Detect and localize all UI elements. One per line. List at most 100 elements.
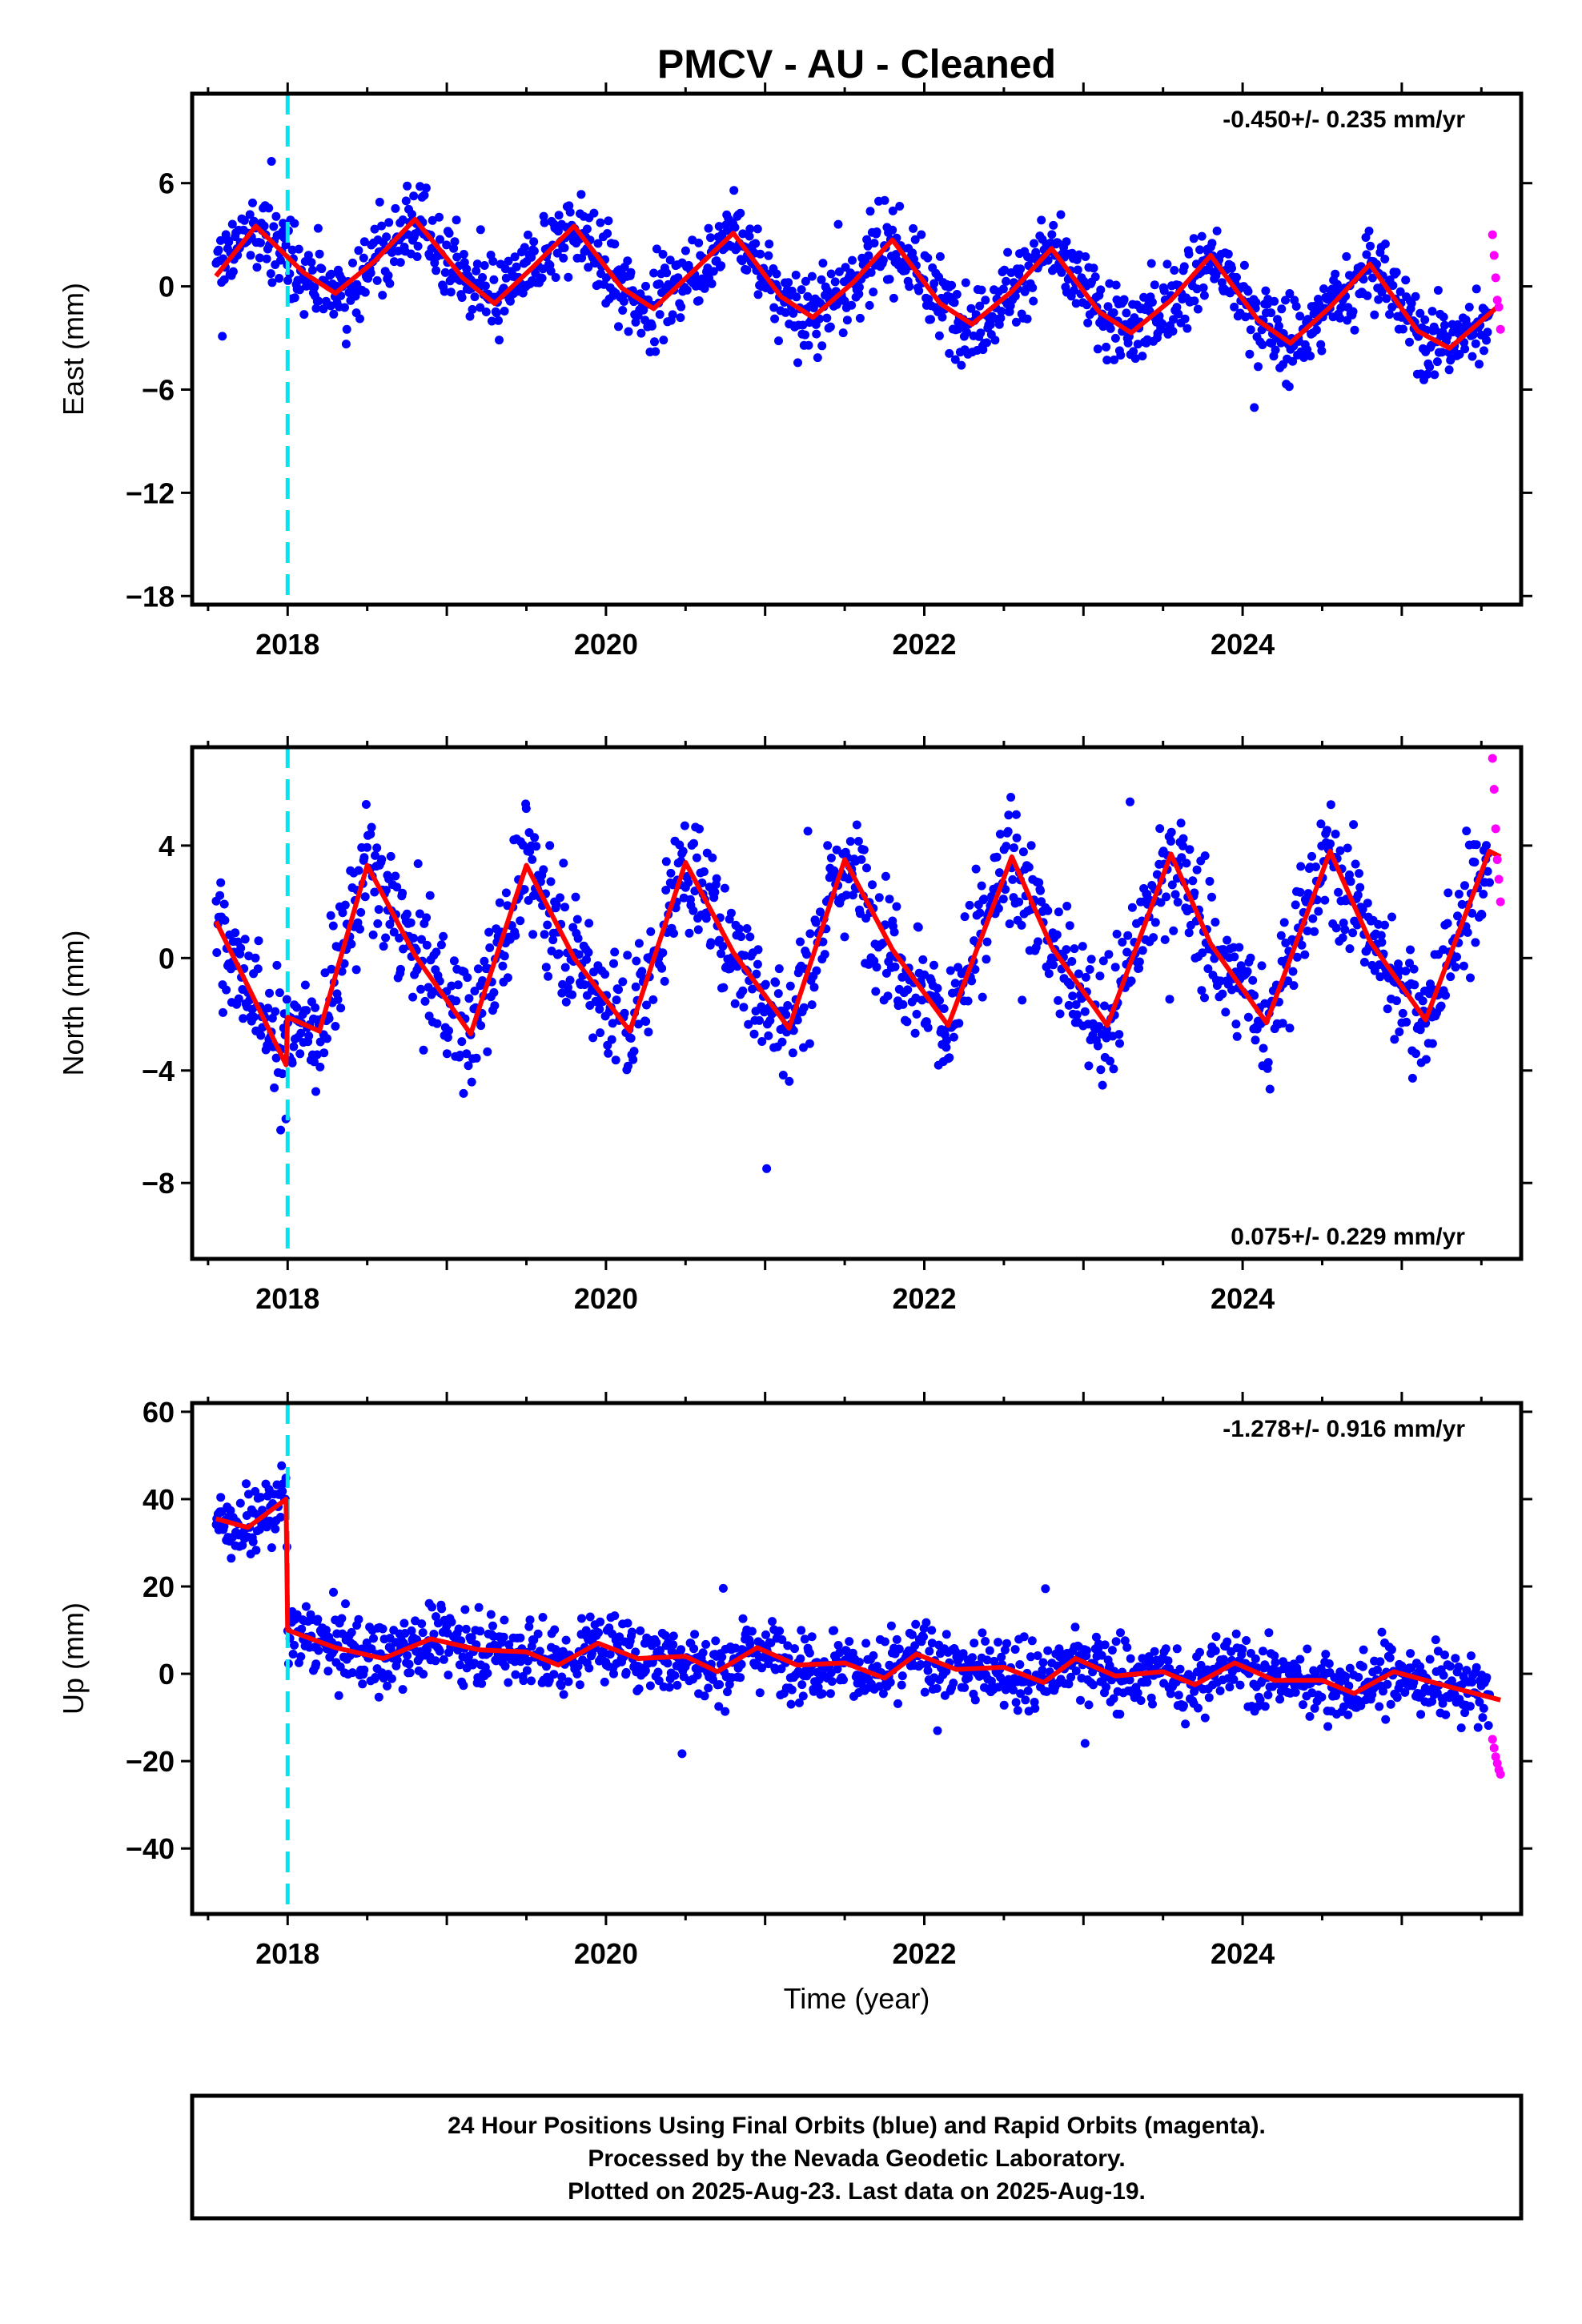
final-point xyxy=(1086,955,1096,964)
final-point xyxy=(833,1641,843,1650)
final-point xyxy=(488,256,498,266)
final-point xyxy=(1376,931,1386,940)
final-point xyxy=(609,1669,618,1679)
final-point xyxy=(1200,993,1209,1003)
final-point xyxy=(783,1001,793,1010)
final-point xyxy=(1441,1710,1451,1719)
final-point xyxy=(585,1612,595,1622)
final-point xyxy=(805,1039,814,1048)
final-point xyxy=(1115,1710,1125,1719)
final-point xyxy=(218,332,227,341)
final-point xyxy=(1386,1699,1395,1709)
final-point xyxy=(528,854,537,864)
final-point xyxy=(611,1055,620,1065)
final-point xyxy=(1332,279,1342,289)
final-point xyxy=(818,259,828,268)
final-point xyxy=(621,1667,631,1677)
final-point xyxy=(499,1632,508,1642)
final-point xyxy=(926,315,935,324)
final-point xyxy=(869,1651,878,1660)
final-point xyxy=(1218,989,1227,999)
final-point xyxy=(369,1634,378,1643)
final-point xyxy=(275,274,284,283)
final-point xyxy=(1134,963,1144,973)
final-point xyxy=(348,258,357,267)
final-point xyxy=(1345,1663,1355,1673)
final-point xyxy=(1147,297,1157,307)
final-point xyxy=(659,336,669,345)
final-point xyxy=(604,1048,613,1058)
final-point xyxy=(1207,239,1217,248)
final-point xyxy=(1411,292,1420,301)
final-point xyxy=(360,892,370,902)
final-point xyxy=(459,1088,468,1098)
final-point xyxy=(954,963,963,972)
final-point xyxy=(1103,302,1113,312)
final-point xyxy=(1359,958,1369,967)
final-point xyxy=(303,251,313,260)
final-point xyxy=(774,964,784,974)
final-point xyxy=(1345,870,1354,879)
final-point xyxy=(1283,976,1293,986)
final-point xyxy=(933,1726,942,1735)
final-point xyxy=(992,852,1002,862)
final-point xyxy=(557,1672,567,1682)
final-point xyxy=(1071,1000,1081,1009)
final-point xyxy=(1480,346,1488,356)
final-point xyxy=(857,854,866,864)
final-point xyxy=(1457,899,1467,909)
final-point xyxy=(682,285,692,295)
final-point xyxy=(1261,286,1271,296)
final-point xyxy=(467,1633,476,1642)
final-point xyxy=(436,940,446,950)
final-point xyxy=(416,984,426,994)
final-point xyxy=(256,238,265,247)
final-point xyxy=(998,284,1008,294)
final-point xyxy=(1081,252,1090,261)
final-point xyxy=(402,909,412,919)
final-point xyxy=(366,268,375,278)
final-point xyxy=(1142,1678,1152,1687)
final-point xyxy=(1467,1651,1476,1661)
final-point xyxy=(476,303,485,312)
final-point xyxy=(403,1651,412,1660)
final-point xyxy=(1238,1645,1247,1655)
final-point xyxy=(785,981,795,991)
final-point xyxy=(1021,1695,1030,1705)
final-point xyxy=(1323,826,1331,835)
final-point xyxy=(413,241,423,251)
final-point xyxy=(729,186,739,195)
final-point xyxy=(797,1626,806,1635)
final-point xyxy=(968,1653,977,1663)
final-point xyxy=(764,251,773,260)
final-point xyxy=(1125,1675,1134,1685)
final-point xyxy=(477,1679,487,1688)
final-point xyxy=(712,874,721,883)
final-point xyxy=(1358,1662,1367,1671)
final-point xyxy=(1029,296,1038,306)
final-point xyxy=(610,1611,620,1621)
final-point xyxy=(256,1031,266,1040)
final-point xyxy=(1027,1636,1037,1646)
final-point xyxy=(289,1042,299,1051)
final-point xyxy=(920,1687,930,1697)
final-point xyxy=(1194,1703,1203,1713)
final-point xyxy=(498,961,508,971)
final-point xyxy=(1084,1061,1094,1071)
final-point xyxy=(838,328,848,338)
final-point xyxy=(852,820,861,830)
final-point xyxy=(423,1645,432,1655)
final-point xyxy=(459,250,468,259)
final-point xyxy=(462,264,472,274)
final-point xyxy=(290,219,299,228)
final-point xyxy=(665,1683,674,1692)
final-point xyxy=(938,312,947,322)
final-point xyxy=(1098,1080,1107,1090)
final-point xyxy=(1334,887,1343,897)
final-point xyxy=(276,1125,286,1135)
final-point xyxy=(990,1656,999,1666)
final-point xyxy=(453,980,463,990)
final-point xyxy=(334,1691,343,1700)
final-point xyxy=(1112,929,1122,939)
final-point xyxy=(1011,1698,1021,1707)
